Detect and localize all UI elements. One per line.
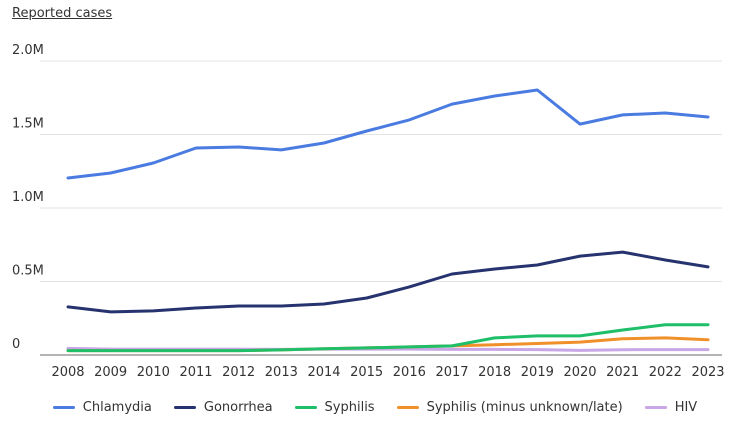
legend-label: Syphilis (324, 400, 375, 415)
y-tick-label: 0 (12, 337, 20, 352)
x-tick-label: 2008 (51, 365, 84, 380)
legend-label: Syphilis (minus unknown/late) (426, 400, 623, 415)
legend-item[interactable]: Syphilis (294, 400, 375, 415)
legend-label: Chlamydia (82, 400, 152, 415)
legend-swatch (396, 406, 419, 409)
series-line-chlamydia (66, 88, 710, 180)
x-tick-label: 2012 (222, 365, 255, 380)
legend-item[interactable]: HIV (644, 400, 698, 415)
x-tick-label: 2021 (606, 365, 639, 380)
y-tick-label: 1.0M (12, 190, 44, 205)
legend: Chlamydia Gonorrhea Syphilis Syphilis (minu… (0, 400, 750, 415)
x-tick-label: 2013 (265, 365, 298, 380)
x-tick-label: 2014 (307, 365, 340, 380)
x-tick-label: 2018 (478, 365, 511, 380)
legend-swatch (294, 406, 317, 409)
series-line-gonorrhea (66, 250, 710, 314)
y-tick-label: 2.0M (12, 43, 44, 58)
x-tick-label: 2019 (521, 365, 554, 380)
x-tick-label: 2020 (563, 365, 596, 380)
series-line-syphilis (66, 323, 710, 353)
x-tick-label: 2015 (350, 365, 383, 380)
x-tick-label: 2011 (179, 365, 212, 380)
legend-item[interactable]: Gonorrhea (173, 400, 273, 415)
x-tick-label: 2022 (649, 365, 682, 380)
legend-label: HIV (674, 400, 698, 415)
legend-item[interactable]: Syphilis (minus unknown/late) (396, 400, 623, 415)
y-axis-title: Reported cases (12, 6, 113, 21)
x-tick-label: 2023 (691, 365, 724, 380)
x-tick-label: 2009 (94, 365, 127, 380)
legend-swatch (644, 406, 667, 409)
y-tick-label: 1.5M (12, 117, 44, 132)
y-tick-label: 0.5M (12, 264, 44, 279)
x-tick-label: 2010 (137, 365, 170, 380)
legend-swatch (52, 406, 75, 409)
legend-swatch (173, 406, 196, 409)
x-tick-label: 2016 (393, 365, 426, 380)
x-tick-label: 2017 (435, 365, 468, 380)
legend-label: Gonorrhea (203, 400, 273, 415)
legend-item[interactable]: Chlamydia (52, 400, 152, 415)
